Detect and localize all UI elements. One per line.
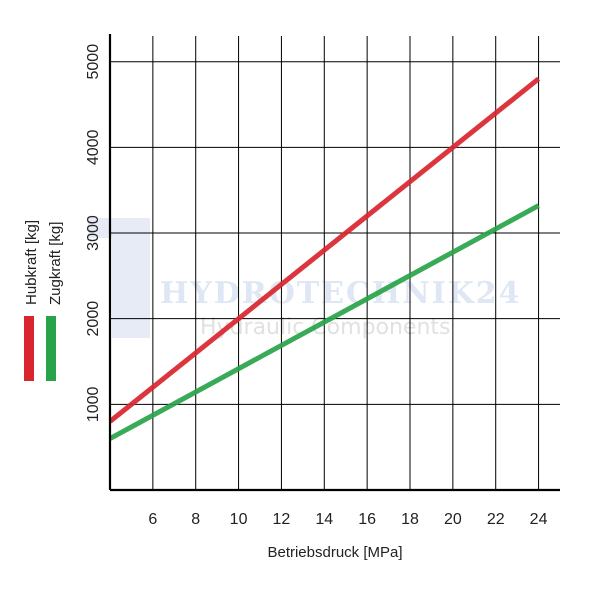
y-tick-label-1000: 1000 — [85, 386, 102, 422]
legend-item-zugkraft: Zugkraft [kg] — [46, 222, 64, 381]
x-tick-label-24: 24 — [530, 511, 548, 528]
series-line-zugkraft — [108, 203, 540, 441]
axes — [108, 34, 560, 492]
y-tick-labels: 1000 2000 3000 4000 5000 — [85, 44, 102, 422]
legend-swatch-zugkraft — [46, 316, 56, 381]
x-tick-label-14: 14 — [315, 511, 333, 528]
x-tick-label-20: 20 — [444, 511, 462, 528]
watermark-title: HYDROTECHNIK24 — [160, 276, 522, 311]
legend-label-zugkraft: Zugkraft [kg] — [47, 222, 64, 305]
x-tick-label-18: 18 — [401, 511, 419, 528]
series-lines — [108, 76, 541, 441]
x-tick-label-6: 6 — [148, 511, 157, 528]
grid — [110, 36, 560, 490]
x-tick-label-8: 8 — [191, 511, 200, 528]
series-line-hubkraft — [108, 76, 541, 424]
x-tick-label-22: 22 — [487, 511, 505, 528]
x-axis-label: Betriebsdruck [MPa] — [267, 544, 402, 561]
legend-item-hubkraft: Hubkraft [kg] — [23, 220, 40, 381]
x-tick-label-16: 16 — [358, 511, 376, 528]
y-tick-label-3000: 3000 — [85, 215, 102, 251]
legend-label-hubkraft: Hubkraft [kg] — [23, 220, 40, 305]
y-tick-label-2000: 2000 — [85, 301, 102, 337]
x-tick-labels: 6 8 10 12 14 16 18 20 22 24 — [148, 511, 547, 528]
y-tick-label-5000: 5000 — [85, 44, 102, 80]
x-tick-label-12: 12 — [273, 511, 291, 528]
legend: Hubkraft [kg] Zugkraft [kg] — [23, 220, 64, 381]
x-tick-label-10: 10 — [230, 511, 248, 528]
y-tick-label-4000: 4000 — [85, 129, 102, 165]
legend-swatch-hubkraft — [24, 316, 34, 381]
